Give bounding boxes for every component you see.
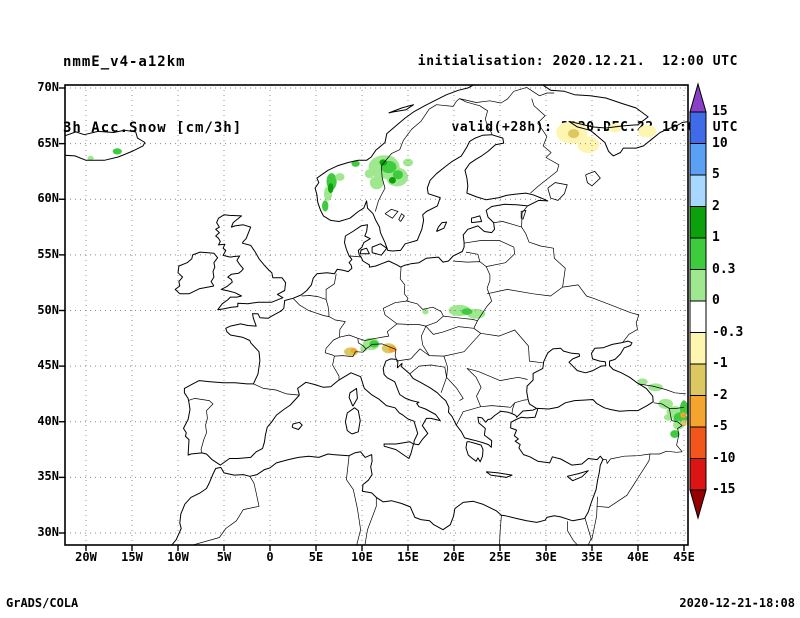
map-frame: [64, 84, 689, 546]
colorbar-label: 0: [712, 293, 720, 308]
x-tick-label: 20E: [443, 550, 465, 564]
x-tick-label: 20W: [75, 550, 97, 564]
country-borders: [187, 87, 686, 545]
colorbar-label: -2: [712, 387, 728, 403]
colorbar-label: -10: [712, 450, 736, 466]
x-tick-label: 45E: [673, 550, 695, 564]
y-tick-label: 50N: [37, 302, 59, 317]
y-tick-label: 30N: [37, 525, 59, 539]
model-name: nmmE_v4-a12km: [63, 54, 186, 70]
colorbar-label: -1: [712, 356, 728, 371]
y-tick-label: 60N: [37, 191, 59, 206]
x-tick-label: 10W: [167, 550, 189, 564]
creation-timestamp: 2020-12-21-18:08: [679, 596, 795, 610]
colorbar-label: 10: [712, 135, 728, 151]
color-scale: [689, 82, 707, 520]
colorbar-label: -0.3: [712, 324, 744, 340]
y-tick-label: 35N: [37, 469, 59, 484]
grads-credit: GrADS/COLA: [6, 596, 79, 610]
colorbar-label: -15: [712, 482, 736, 497]
snow-shading: [87, 121, 688, 438]
y-tick-label: 55N: [37, 246, 59, 261]
y-tick-label: 45N: [37, 358, 59, 373]
colorbar-label: 2: [712, 198, 720, 214]
x-tick-label: 10E: [351, 550, 373, 564]
x-tick-label: 30E: [535, 550, 557, 564]
axis-ticks: [59, 87, 685, 551]
x-tick-label: 5W: [216, 550, 232, 564]
colorbar-label: -5: [712, 419, 728, 434]
x-tick-label: 25E: [489, 550, 511, 564]
x-tick-label: 5E: [308, 550, 324, 564]
y-tick-label: 65N: [37, 135, 59, 150]
y-tick-label: 40N: [37, 413, 59, 428]
x-tick-label: 0: [266, 550, 274, 564]
coastlines: [65, 85, 688, 545]
colorbar-label: 5: [712, 167, 720, 182]
init-time: initialisation: 2020.12.21. 12:00 UTC: [417, 54, 738, 69]
x-tick-label: 35E: [581, 550, 603, 564]
colorbar-label: 0.3: [712, 261, 736, 277]
x-tick-label: 15W: [121, 550, 143, 564]
colorbar-label: 15: [712, 104, 728, 119]
x-tick-label: 40E: [627, 550, 649, 564]
colorbar-label: 1: [712, 230, 720, 245]
x-tick-label: 15E: [397, 550, 419, 564]
grid-lines: [65, 85, 688, 545]
y-tick-label: 70N: [37, 80, 59, 94]
